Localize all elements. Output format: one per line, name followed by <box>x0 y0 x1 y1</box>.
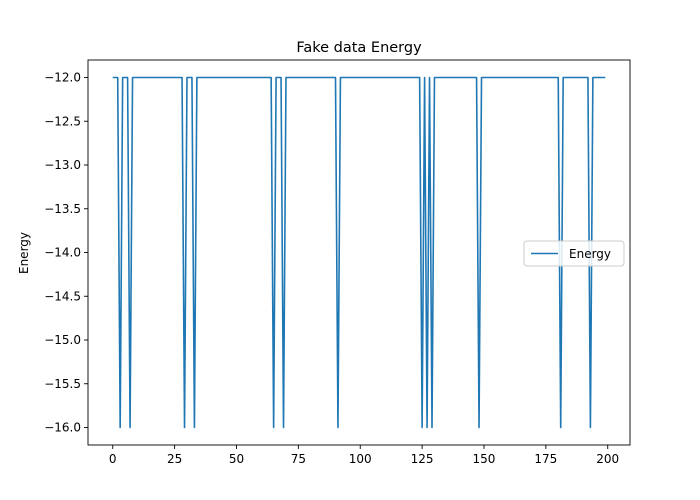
x-tick-label: 200 <box>596 452 619 466</box>
y-tick-label: −14.5 <box>44 289 81 303</box>
x-tick-label: 0 <box>109 452 117 466</box>
plot-frame <box>87 59 631 446</box>
y-tick-label: −12.0 <box>44 71 81 85</box>
y-tick-label: −12.5 <box>44 114 81 128</box>
x-tick-label: 50 <box>229 452 244 466</box>
y-tick-label: −13.5 <box>44 202 81 216</box>
y-axis-label: Energy <box>17 232 31 274</box>
legend-label-energy: Energy <box>569 247 611 261</box>
legend: Energy <box>523 240 625 267</box>
y-axis-ticks: −12.0 −12.5 −13.0 −13.5 −14.0 −14.5 −15.0 −15.5… <box>44 71 88 435</box>
x-tick-label: 125 <box>411 452 434 466</box>
y-tick-label: −15.0 <box>44 333 81 347</box>
legend-box <box>523 240 625 267</box>
x-tick-label: 75 <box>291 452 306 466</box>
x-tick-label: 150 <box>473 452 496 466</box>
y-tick-label: −15.5 <box>44 377 81 391</box>
y-tick-label: −13.0 <box>44 158 81 172</box>
y-tick-label: −14.0 <box>44 246 81 260</box>
x-tick-label: 175 <box>534 452 557 466</box>
energy-series-line <box>112 76 606 429</box>
x-tick-label: 25 <box>167 452 182 466</box>
y-tick-label: −16.0 <box>44 421 81 435</box>
x-tick-label: 100 <box>349 452 372 466</box>
x-axis-ticks: 0 25 50 75 100 125 150 175 200 <box>109 445 619 466</box>
chart-title: Fake data Energy <box>296 40 422 56</box>
